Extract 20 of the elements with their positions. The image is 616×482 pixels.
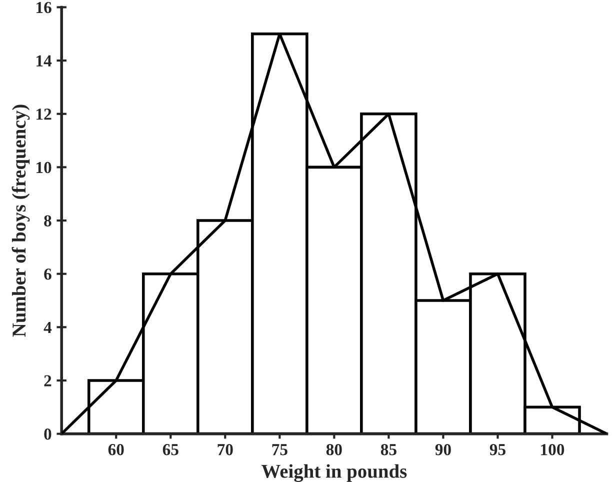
y-tick-label: 2 — [44, 375, 52, 386]
y-tick-label: 16 — [36, 2, 52, 14]
x-tick-label: 100 — [541, 444, 564, 456]
y-axis-title: Number of boys (frequency) — [12, 104, 30, 337]
x-tick-label: 80 — [326, 444, 342, 456]
x-axis-title: Weight in pounds — [262, 464, 407, 482]
x-tick-label: 70 — [218, 444, 233, 456]
y-tick-label: 6 — [44, 268, 52, 280]
x-tick-label: 75 — [272, 444, 288, 456]
y-tick-label: 12 — [36, 108, 52, 120]
x-tick-label: 90 — [435, 444, 451, 456]
y-tick-label: 14 — [36, 55, 52, 66]
x-tick-label: 60 — [108, 444, 124, 456]
y-tick-label: 4 — [44, 322, 52, 333]
x-tick-label: 65 — [162, 444, 178, 456]
y-tick-label: 0 — [44, 428, 52, 440]
y-tick-label: 10 — [36, 162, 52, 174]
x-tick-label: 85 — [380, 444, 396, 456]
y-tick-label: 8 — [44, 215, 52, 226]
x-tick-label: 95 — [490, 444, 506, 456]
